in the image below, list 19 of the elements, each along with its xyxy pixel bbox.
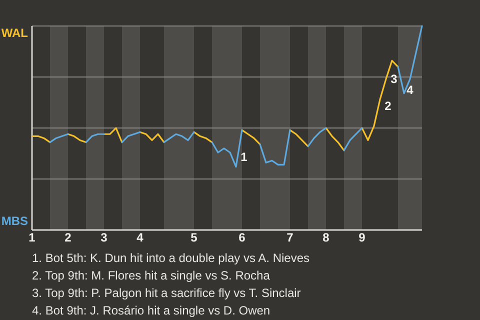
x-tick-label: 4	[136, 230, 144, 245]
annotation: 4	[406, 83, 414, 97]
x-tick-label: 7	[286, 230, 294, 245]
text: MBS	[1, 214, 28, 228]
text: 3. Top 9th: P. Palgon hit a sacrifice fly vs T. Sinclair	[32, 286, 301, 300]
x-tick-label: 1	[28, 230, 36, 245]
text: 4. Bot 9th: J. Rosário hit a single vs D. Owen	[32, 304, 270, 318]
text: 2. Top 9th: M. Flores hit a single vs S. Rocha	[32, 268, 270, 282]
x-tick-label: 8	[322, 230, 330, 245]
x-tick-label: 5	[190, 230, 198, 245]
x-tick-label: 3	[100, 230, 108, 245]
annotation: 3	[390, 72, 398, 86]
x-tick-label: 9	[358, 230, 366, 245]
text: 1. Bot 5th: K. Dun hit into a double play vs A. Nieves	[32, 251, 310, 265]
text: WAL	[1, 26, 28, 40]
annotation: 2	[384, 99, 392, 113]
x-tick-label: 6	[238, 230, 246, 245]
x-tick-label: 2	[64, 230, 72, 245]
annotation: 1	[240, 150, 248, 164]
